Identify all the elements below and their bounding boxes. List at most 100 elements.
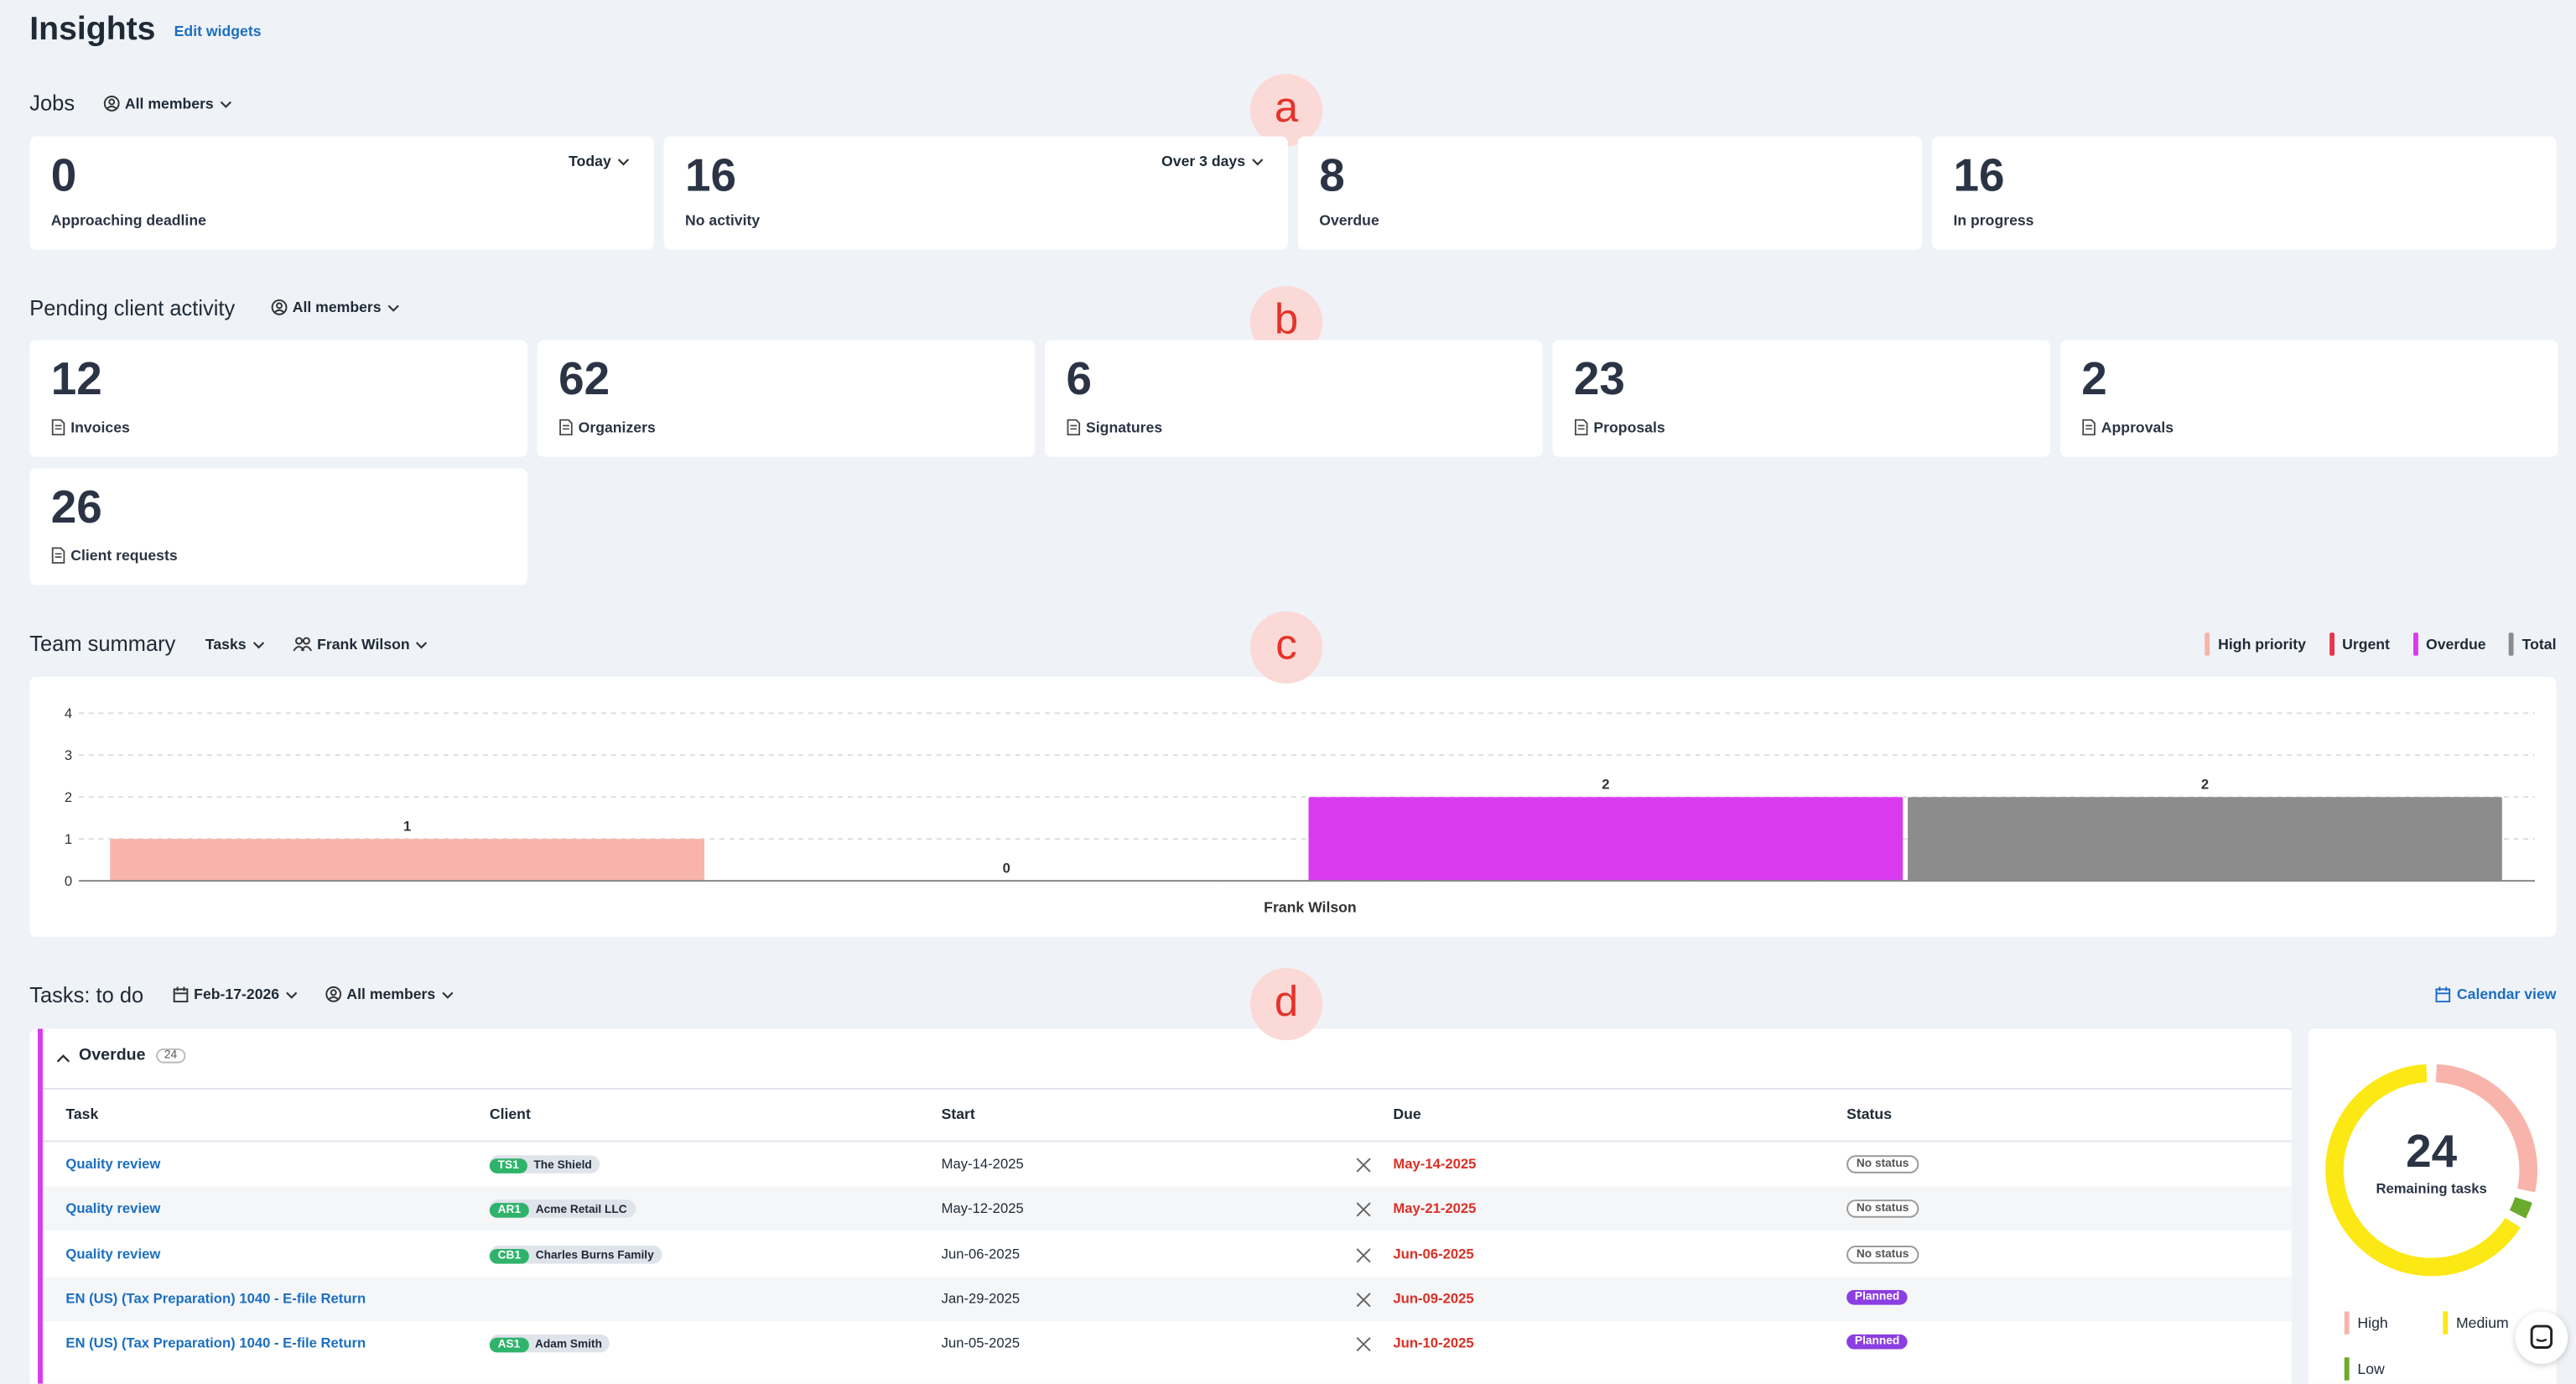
card-value: 62 bbox=[558, 353, 610, 404]
clear-icon[interactable] bbox=[1355, 1246, 1372, 1263]
clear-icon[interactable] bbox=[1355, 1202, 1372, 1219]
due-date: May-21-2025 bbox=[1393, 1199, 1477, 1217]
value-label: 0 bbox=[1003, 860, 1010, 876]
filter-label: Tasks bbox=[205, 636, 247, 653]
status-badge: Planned bbox=[1846, 1289, 1909, 1305]
client-name: Charles Burns Family bbox=[535, 1250, 654, 1262]
job-card: 16 No activity Over 3 days bbox=[663, 136, 1289, 250]
bar bbox=[1308, 797, 1903, 882]
task-link[interactable]: EN (US) (Tax Preparation) 1040 - E-file … bbox=[65, 1335, 366, 1351]
filter-label: Frank Wilson bbox=[317, 636, 410, 653]
donut-label: Remaining tasks bbox=[2376, 1180, 2486, 1196]
start-date: May-14-2025 bbox=[941, 1155, 1024, 1172]
start-date: Jan-29-2025 bbox=[941, 1289, 1021, 1307]
client-code: CB1 bbox=[489, 1248, 529, 1263]
group-name: Overdue bbox=[79, 1047, 146, 1065]
annotation-marker: c bbox=[1249, 611, 1323, 684]
activity-card: 23 Proposals bbox=[1552, 340, 2051, 457]
task-link[interactable]: EN (US) (Tax Preparation) 1040 - E-file … bbox=[65, 1289, 366, 1307]
card-label: Overdue bbox=[1319, 211, 1379, 229]
task-link[interactable]: Quality review bbox=[65, 1245, 161, 1262]
icon bbox=[440, 986, 455, 1002]
card-filter[interactable]: Today bbox=[569, 153, 631, 169]
divider bbox=[42, 1087, 2293, 1090]
member-filter[interactable]: All members bbox=[271, 299, 401, 315]
y-tick-label: 0 bbox=[65, 873, 72, 889]
icon bbox=[251, 637, 266, 652]
legend-item: Overdue bbox=[2412, 632, 2486, 656]
label-text: Proposals bbox=[1593, 419, 1665, 436]
clear-icon[interactable] bbox=[1355, 1292, 1372, 1309]
chat-button[interactable] bbox=[2515, 1311, 2568, 1365]
card-value: 16 bbox=[684, 149, 737, 201]
card-value: 0 bbox=[50, 149, 77, 201]
value-label: 1 bbox=[403, 818, 411, 834]
client: TS1 The Shield bbox=[489, 1155, 600, 1173]
section-title: Tasks: to do bbox=[29, 982, 144, 1007]
member-filter[interactable]: All members bbox=[103, 96, 233, 112]
task-row bbox=[42, 1231, 2293, 1277]
date-filter[interactable]: Feb-17-2026 bbox=[173, 986, 299, 1003]
calendar-view[interactable]: Calendar view bbox=[2435, 986, 2556, 1003]
task-link[interactable]: Quality review bbox=[65, 1155, 161, 1172]
legend-item: High priority bbox=[2205, 632, 2306, 656]
annotation-marker: d bbox=[1249, 967, 1323, 1041]
collapse-icon[interactable] bbox=[56, 1052, 71, 1067]
section-title: Pending client activity bbox=[29, 295, 236, 321]
label-text: Organizers bbox=[578, 419, 656, 436]
value-label: 2 bbox=[1602, 776, 1609, 792]
column-header: Start bbox=[941, 1106, 975, 1123]
legend-label: Total bbox=[2521, 636, 2557, 653]
column-header: Client bbox=[489, 1106, 531, 1123]
card-label: In progress bbox=[1953, 211, 2034, 229]
due-date: Jun-09-2025 bbox=[1393, 1289, 1474, 1307]
card-label: Organizers bbox=[558, 419, 656, 436]
job-card: 0 Approaching deadline Today bbox=[29, 136, 654, 250]
legend: High Medium Low bbox=[2344, 1311, 2542, 1381]
column-header: Due bbox=[1393, 1106, 1421, 1123]
card-value: 2 bbox=[2081, 353, 2107, 404]
legend-item: Medium bbox=[2443, 1311, 2542, 1335]
filter-label: Over 3 days bbox=[1161, 153, 1246, 169]
divider bbox=[42, 1140, 2293, 1142]
donut-card: 24 Remaining tasks High Medium Low bbox=[2308, 1028, 2557, 1384]
icon bbox=[103, 96, 120, 112]
member-filter[interactable]: Frank Wilson bbox=[293, 636, 429, 653]
edit-widgets[interactable]: Edit widgets bbox=[174, 23, 262, 40]
card-value: 23 bbox=[1573, 353, 1625, 404]
legend-label: High priority bbox=[2218, 636, 2306, 653]
client-code: AR1 bbox=[489, 1203, 529, 1219]
filter-label: Feb-17-2026 bbox=[194, 986, 280, 1003]
legend-swatch bbox=[2344, 1311, 2350, 1335]
filter-label: Today bbox=[569, 153, 611, 169]
legend-swatch bbox=[2412, 632, 2418, 656]
card-label: Approaching deadline bbox=[50, 211, 206, 229]
member-filter[interactable]: All members bbox=[325, 986, 455, 1003]
legend-item: Total bbox=[2508, 632, 2557, 656]
page-title: Insights bbox=[29, 11, 156, 48]
card-label: Invoices bbox=[51, 419, 130, 436]
card-label: Signatures bbox=[1067, 419, 1162, 435]
client-code: TS1 bbox=[489, 1158, 527, 1173]
icon bbox=[2435, 986, 2452, 1003]
type-filter[interactable]: Tasks bbox=[205, 636, 266, 653]
legend-swatch bbox=[2329, 632, 2334, 656]
clear-icon[interactable] bbox=[1355, 1336, 1372, 1353]
task-row bbox=[42, 1187, 2293, 1232]
card-label: Proposals bbox=[1574, 419, 1665, 436]
activity-card: 62 Organizers bbox=[537, 340, 1036, 457]
icon bbox=[173, 986, 190, 1003]
status-badge: No status bbox=[1846, 1245, 1919, 1263]
activity-card: 12 Invoices bbox=[29, 340, 527, 457]
client-name: Acme Retail LLC bbox=[535, 1204, 627, 1217]
card-value: 8 bbox=[1319, 149, 1345, 201]
task-table: Overdue 24 Task Client Start Due Status Quali… bbox=[29, 1028, 2293, 1384]
client-name: Adam Smith bbox=[534, 1340, 602, 1351]
card-filter[interactable]: Over 3 days bbox=[1161, 153, 1265, 169]
label-text: Invoices bbox=[70, 419, 130, 436]
clear-icon[interactable] bbox=[1355, 1157, 1372, 1173]
status-badge: No status bbox=[1846, 1155, 1919, 1173]
filter-label: All members bbox=[346, 986, 436, 1003]
task-link[interactable]: Quality review bbox=[65, 1199, 161, 1217]
job-card: 8 Overdue bbox=[1297, 136, 1923, 250]
